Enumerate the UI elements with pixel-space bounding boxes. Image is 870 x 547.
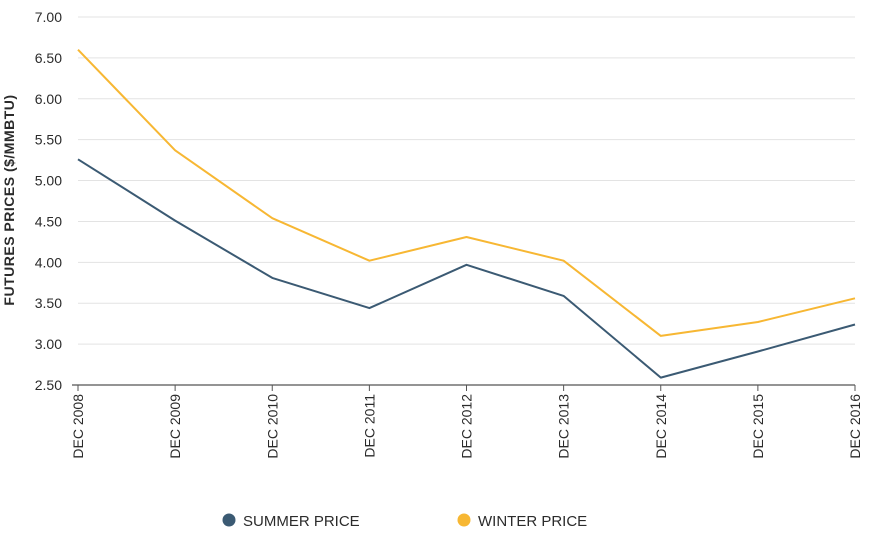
x-axis-ticks: DEC 2008 DEC 2009 DEC 2010 DEC 2011 DEC 2012… — [70, 394, 863, 459]
y-tick-label: 3.00 — [35, 336, 62, 352]
legend-swatch — [457, 513, 471, 527]
y-tick-label: 4.50 — [35, 213, 62, 229]
y-tick-label: 2.50 — [35, 377, 62, 393]
series-line-0 — [77, 158, 856, 379]
legend-label: WINTER PRICE — [478, 513, 587, 530]
legend-label: SUMMER PRICE — [243, 513, 360, 530]
x-tick-label: DEC 2009 — [167, 394, 183, 459]
y-tick-label: 5.00 — [35, 173, 62, 189]
x-tick-label: DEC 2008 — [70, 394, 86, 459]
x-tick-label: DEC 2010 — [264, 394, 280, 459]
y-axis-ticks: 2.50 3.00 3.50 4.00 4.50 5.00 5.50 6.00 6.50 7.00 — [35, 9, 62, 393]
y-tick-label: 3.50 — [35, 295, 62, 311]
x-axis — [72, 384, 856, 391]
y-tick-label: 6.00 — [35, 91, 62, 107]
series-line-1 — [77, 49, 856, 337]
x-tick-label: DEC 2012 — [459, 394, 475, 459]
x-tick-label: DEC 2013 — [556, 394, 572, 459]
x-tick-label: DEC 2011 — [361, 394, 377, 458]
x-tick-label: DEC 2016 — [847, 394, 863, 459]
series-lines — [77, 49, 856, 379]
y-axis-label: FUTURES PRICES ($/MMBTU) — [1, 94, 17, 305]
y-tick-label: 4.00 — [35, 254, 62, 270]
y-tick-label: 7.00 — [35, 9, 62, 25]
legend: SUMMER PRICE WINTER PRICE — [222, 513, 587, 530]
x-tick-label: DEC 2014 — [653, 394, 669, 459]
legend-swatch — [222, 513, 236, 527]
y-tick-label: 5.50 — [35, 132, 62, 148]
y-tick-label: 6.50 — [35, 50, 62, 66]
gridlines — [78, 16, 855, 345]
x-tick-label: DEC 2015 — [750, 394, 766, 459]
